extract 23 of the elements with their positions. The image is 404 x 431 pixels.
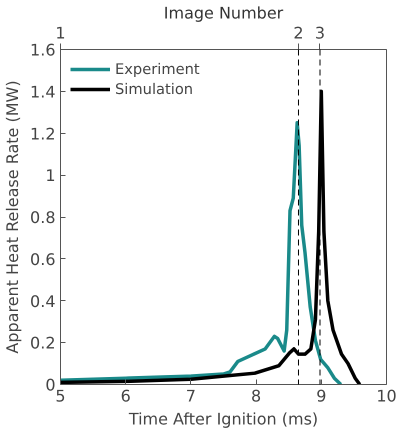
y-tick-label: 0 — [45, 376, 56, 394]
annotation: 3 — [314, 24, 326, 42]
x-tick-label: 5 — [55, 386, 66, 406]
y-tick-label: 1.4 — [30, 82, 56, 102]
y-tick-label: 0.8 — [30, 208, 56, 227]
line-series — [60, 121, 343, 384]
x-tick-label: 6 — [120, 386, 131, 406]
y-tick-label: 0.4 — [30, 292, 56, 311]
x-tick-label: 9 — [316, 386, 326, 406]
y-tick-label: 0.2 — [30, 334, 56, 353]
annotation: 2 — [293, 24, 304, 42]
y-tick-label: 1.6 — [30, 40, 56, 60]
text: Image Number — [164, 4, 284, 22]
x-tick-label: 10 — [376, 386, 397, 406]
legend-label: Experiment — [115, 60, 200, 78]
x-tick-label: 7 — [186, 386, 196, 406]
x-tick-label: 8 — [251, 386, 262, 406]
y-axis-title: Apparent Heat Release Rate (MW) — [3, 80, 22, 354]
y-tick-label: 1.2 — [30, 124, 56, 144]
y-tick-label: 0.6 — [30, 250, 56, 269]
y-tick-label: 1 — [45, 166, 56, 186]
x-axis-title: Time After Ignition (ms) — [128, 410, 318, 428]
legend-label: Simulation — [115, 80, 194, 98]
